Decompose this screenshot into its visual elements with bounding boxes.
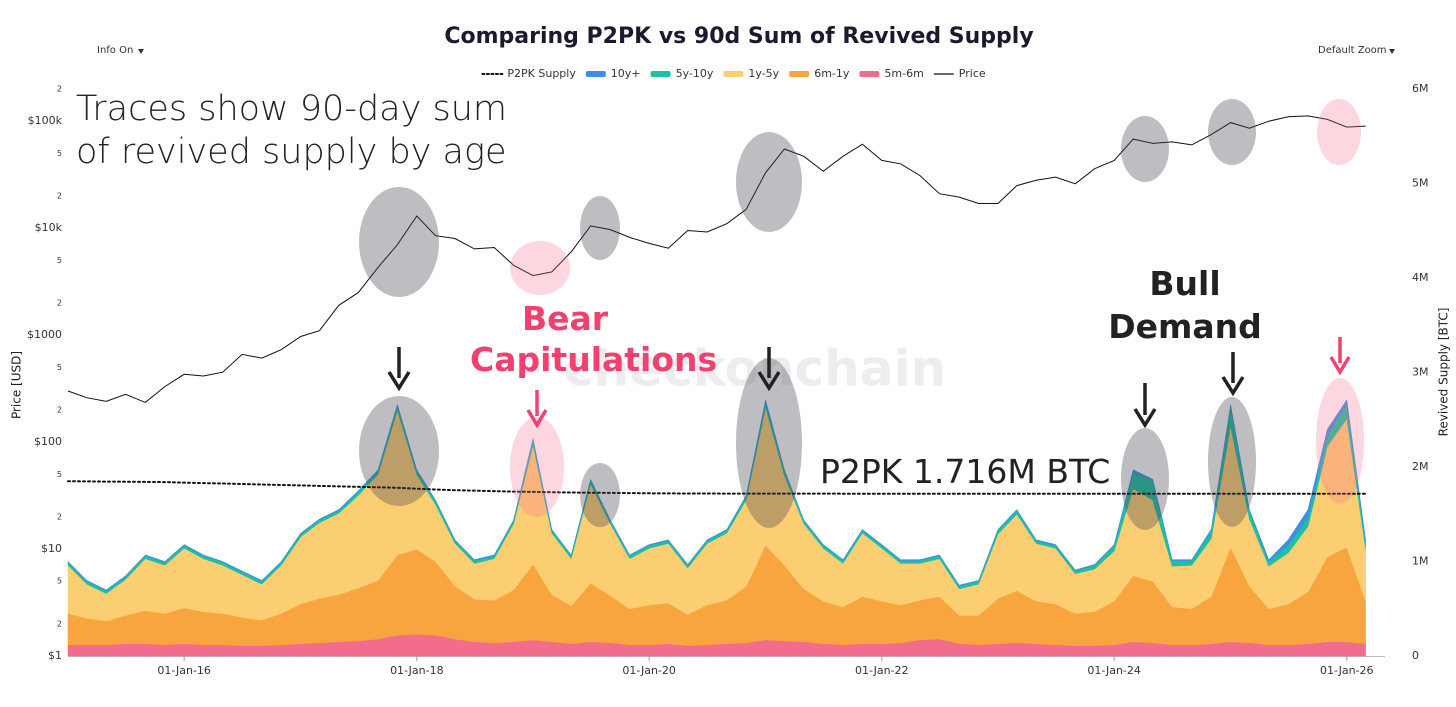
legend-label: 1y-5y	[748, 67, 779, 80]
highlight-ellipse	[510, 417, 564, 517]
legend-item: 5m-6m	[859, 67, 924, 80]
highlight-ellipse	[1316, 378, 1364, 504]
line	[67, 480, 1367, 495]
arrow	[526, 390, 548, 429]
legend: P2PK Supply 10y+ 5y-10y 1y-5y 6m-1y 5m-6m Pric…	[481, 67, 986, 80]
highlight-ellipse	[580, 463, 620, 527]
highlight-ellipse	[1121, 116, 1169, 182]
annotation: P2PK 1.716M BTC	[820, 452, 1111, 491]
x-tick-label: 01-Jan-24	[1087, 664, 1141, 677]
x-tick-label: 01-Jan-16	[157, 664, 211, 677]
arrows	[387, 337, 1351, 429]
y-tick-label: 2	[57, 85, 62, 94]
line	[67, 115, 1366, 403]
legend-swatch	[650, 71, 671, 77]
arrow	[1221, 352, 1245, 397]
highlight-ellipse	[1208, 397, 1256, 527]
highlight-ellipse	[736, 132, 802, 232]
y2-tick-label: 3M	[1412, 366, 1429, 379]
y2-tick-label: 0	[1412, 649, 1419, 662]
legend-label: 6m-1y	[814, 67, 850, 80]
highlight-ellipse	[1121, 428, 1169, 530]
y-tick-label: 2	[57, 191, 62, 200]
legend-item: 6m-1y	[789, 67, 850, 80]
legend-item: 1y-5y	[723, 67, 780, 80]
y2-tick-label: 1M	[1412, 555, 1429, 568]
annotation: Bull Demand	[1108, 264, 1262, 346]
y-tick-label: 5	[57, 256, 62, 265]
y-tick-label: $1000	[27, 328, 62, 341]
arrow	[1329, 337, 1351, 376]
area	[67, 399, 1366, 592]
y2-tick-label: 4M	[1412, 271, 1429, 284]
dropdown-caret	[138, 49, 144, 54]
arrow	[757, 347, 781, 392]
legend-item: P2PK Supply	[481, 67, 576, 80]
highlight-ellipse	[736, 358, 802, 528]
y-tick-label: 5	[57, 363, 62, 372]
legend-label: 5y-10y	[676, 67, 714, 80]
y2-tick-label: 5M	[1412, 177, 1429, 190]
y-tick-label: $10k	[35, 221, 63, 234]
legend-item: Price	[933, 67, 986, 80]
highlight-ellipse	[359, 396, 439, 506]
y-tick-label: 5	[57, 149, 62, 158]
y-tick-label: $10	[41, 542, 62, 555]
x-tick-label: 01-Jan-22	[855, 664, 909, 677]
legend-item: 5y-10y	[650, 67, 714, 80]
x-tick-label: 01-Jan-20	[622, 664, 676, 677]
x-tick-label: 01-Jan-18	[390, 664, 444, 677]
info-toggle[interactable]: Info On	[97, 45, 134, 56]
y-tick-label: $100	[34, 435, 62, 448]
highlight-ellipse	[1317, 99, 1361, 165]
highlights	[359, 99, 1364, 530]
y-tick-label: 2	[57, 619, 62, 628]
highlight-ellipse	[580, 196, 620, 260]
y2-axis-title: Revived Supply [BTC]	[1437, 308, 1451, 437]
zoom-select[interactable]: Default Zoom	[1318, 45, 1387, 56]
highlight-ellipse	[510, 241, 570, 295]
y2-tick-label: 6M	[1412, 82, 1429, 95]
y-tick-label: $100k	[28, 114, 63, 127]
legend-swatch	[723, 71, 744, 77]
watermark: checkonchain	[564, 340, 946, 398]
legend-label: 10y+	[611, 67, 641, 80]
highlight-ellipse	[359, 187, 439, 297]
legend-label: 5m-6m	[884, 67, 923, 80]
y-tick-label: 2	[57, 512, 62, 521]
y2-tick-label: 2M	[1412, 460, 1429, 473]
dropdown-caret	[1389, 49, 1395, 54]
annotation: Traces show 90-day sum of revived supply…	[76, 89, 507, 172]
legend-item: 10y+	[585, 67, 641, 80]
legend-swatch	[585, 71, 606, 77]
y-tick-label: 2	[57, 298, 62, 307]
annotation: Bear Capitulations	[470, 299, 718, 379]
highlight-ellipse	[1208, 99, 1256, 165]
y-tick-label: 2	[57, 405, 62, 414]
legend-label: Price	[959, 67, 986, 80]
legend-swatch	[859, 71, 880, 77]
legend-label: P2PK Supply	[507, 67, 576, 80]
x-tick-label: 01-Jan-26	[1320, 664, 1374, 677]
y-tick-label: 5	[57, 577, 62, 586]
y-axis-title: Price [USD]	[10, 351, 24, 419]
legend-swatch	[789, 71, 810, 77]
chart-title: Comparing P2PK vs 90d Sum of Revived Sup…	[444, 24, 1033, 49]
plot-marks	[67, 115, 1367, 657]
area	[67, 407, 1366, 622]
y-tick-label: 5	[57, 470, 62, 479]
arrow	[387, 347, 411, 392]
y-tick-label: $1	[48, 649, 62, 662]
arrow	[1133, 383, 1157, 429]
